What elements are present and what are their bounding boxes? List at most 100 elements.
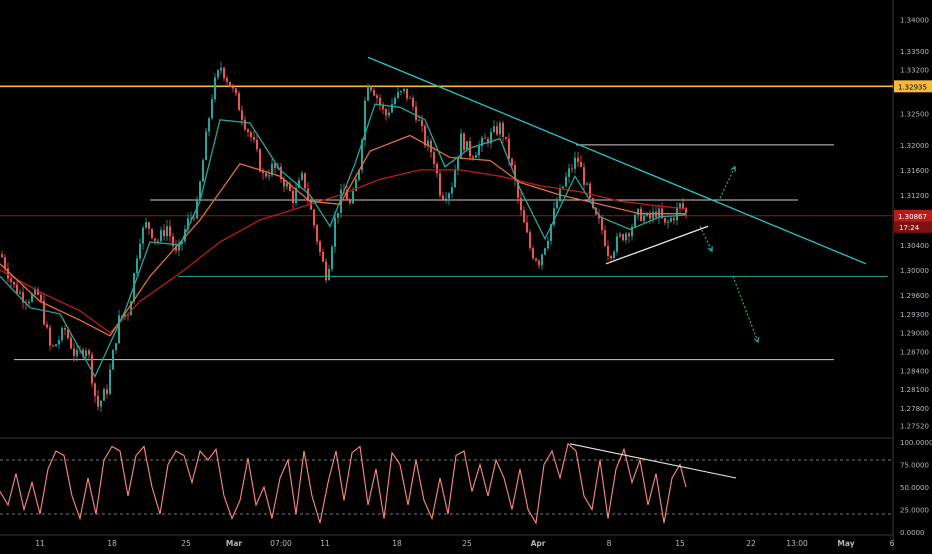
candle-body xyxy=(616,236,618,252)
candle-body xyxy=(481,137,483,146)
candle-body xyxy=(415,106,417,121)
candle-body xyxy=(193,217,195,219)
time-tick-label: 07:00 xyxy=(270,539,292,548)
price-tick-label: 1.33200 xyxy=(900,67,929,75)
candle-body xyxy=(631,226,633,237)
candle-body xyxy=(298,179,300,189)
oscillator-tick-label: 0.0000 xyxy=(900,529,925,537)
oscillator-tick-label: 50.0000 xyxy=(900,484,929,492)
price-tick-label: 1.31600 xyxy=(900,167,929,175)
candle-body xyxy=(148,222,150,229)
candle-body xyxy=(682,203,684,209)
candle-body xyxy=(361,140,363,171)
candle-body xyxy=(229,81,231,87)
candle-body xyxy=(70,337,72,349)
candle-body xyxy=(580,161,582,168)
candle-body xyxy=(550,224,552,241)
projection-arrow-1[interactable] xyxy=(699,226,713,252)
candle-body xyxy=(655,211,657,218)
candle-body xyxy=(388,112,390,116)
candle-body xyxy=(643,215,645,221)
projection-arrowhead-0 xyxy=(730,165,736,172)
candle-body xyxy=(16,284,18,294)
candle-body xyxy=(571,168,573,170)
candle-body xyxy=(205,131,207,161)
candle-body xyxy=(529,232,531,248)
candle-body xyxy=(376,95,378,98)
candle-body xyxy=(337,212,339,218)
price-tick-label: 1.31200 xyxy=(900,192,929,200)
candle-body xyxy=(673,218,675,221)
candle-body xyxy=(619,234,621,237)
candle-body xyxy=(658,208,660,218)
candle-body xyxy=(394,97,396,105)
candle-body xyxy=(214,77,216,100)
time-axis[interactable]: 11 18 25 Mar 07:00 11 18 25 Apr 8 15 22 13:00 May 6 xyxy=(35,539,894,548)
candle-body xyxy=(262,171,264,174)
candle-body xyxy=(10,278,12,282)
candle-body xyxy=(280,166,282,180)
candle-body xyxy=(250,132,252,138)
candle-body xyxy=(52,345,54,347)
moving-averages xyxy=(0,103,687,378)
candle-body xyxy=(247,129,249,133)
candle-body xyxy=(391,104,393,113)
candle-body xyxy=(607,245,609,256)
candle-body xyxy=(442,195,444,200)
price-tick-label: 1.28400 xyxy=(900,367,929,375)
candle-body xyxy=(604,230,606,246)
candle-body xyxy=(679,203,681,208)
candle-body xyxy=(274,163,276,169)
time-tick-label: Mar xyxy=(226,539,243,548)
candle-body xyxy=(535,258,537,261)
candle-body xyxy=(412,97,414,107)
candle-body xyxy=(562,186,564,189)
drawings[interactable] xyxy=(367,56,867,344)
candle-body xyxy=(31,294,33,302)
price-tick-label: 1.32000 xyxy=(900,142,929,150)
level-price-tag-label: 1.32935 xyxy=(898,83,927,91)
candle-body xyxy=(457,158,459,171)
projection-arrow-0[interactable] xyxy=(719,166,736,199)
time-tick-label: 6 xyxy=(890,539,895,548)
candle-body xyxy=(523,210,525,223)
candle-body xyxy=(307,188,309,201)
price-tick-label: 1.33500 xyxy=(900,48,929,56)
candle-body xyxy=(139,243,141,259)
oscillator-line xyxy=(0,442,687,525)
candle-body xyxy=(484,137,486,139)
candle-body xyxy=(397,92,399,98)
candle-body xyxy=(94,383,96,397)
price-tick-label: 1.30000 xyxy=(900,267,929,275)
candle-body xyxy=(160,230,162,242)
candle-body xyxy=(196,200,198,219)
price-tick-label: 1.27520 xyxy=(900,422,929,430)
candle-body xyxy=(514,165,516,181)
level-price-tag[interactable] xyxy=(894,80,932,93)
candle-body xyxy=(358,170,360,180)
candle-body xyxy=(652,211,654,219)
candle-body xyxy=(292,190,294,204)
time-tick-label: Apr xyxy=(531,539,546,548)
candle-body xyxy=(574,157,576,169)
oscillator-trendline[interactable] xyxy=(569,443,737,479)
candle-body xyxy=(187,218,189,230)
price-axis[interactable]: 1.34000 1.33500 1.33200 1.32500 1.32000 1.316… xyxy=(894,17,932,537)
candle-body xyxy=(97,396,99,407)
candle-body xyxy=(472,156,474,158)
candle-body xyxy=(223,67,225,79)
trendline-0[interactable] xyxy=(367,56,867,265)
candle-body xyxy=(256,139,258,150)
candle-body xyxy=(541,254,543,266)
candle-body xyxy=(373,90,375,96)
candle-body xyxy=(283,179,285,187)
candle-body xyxy=(664,217,666,223)
candle-body xyxy=(202,160,204,182)
current-price-tag[interactable] xyxy=(894,209,932,222)
candle-body xyxy=(382,104,384,110)
horizontal-levels[interactable] xyxy=(0,85,893,361)
trendline-1[interactable] xyxy=(605,225,709,265)
candle-body xyxy=(466,141,468,150)
